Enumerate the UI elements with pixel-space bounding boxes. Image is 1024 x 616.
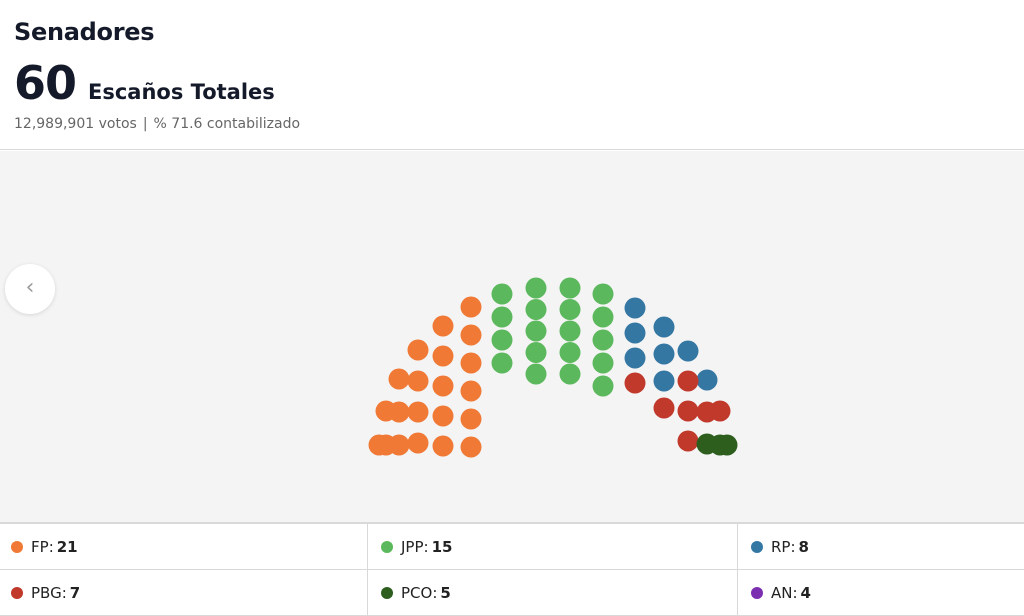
seat-pbg — [677, 430, 699, 452]
seat-jpp — [592, 375, 614, 397]
party-color-dot — [751, 586, 763, 599]
party-color-dot — [11, 540, 23, 553]
party-color-dot — [381, 586, 393, 599]
hemicycle-panel: ‹ — [0, 151, 1024, 522]
seat-jpp — [525, 277, 547, 299]
seat-fp — [432, 405, 454, 427]
seat-pbg — [677, 370, 699, 392]
seat-fp — [460, 380, 482, 402]
hemicycle-chart — [368, 277, 738, 458]
chamber-title: Senadores — [14, 18, 155, 46]
seat-rp — [653, 343, 675, 365]
seat-jpp — [525, 363, 547, 385]
seat-fp — [460, 324, 482, 346]
counted-percent: % 71.6 contabilizado — [153, 116, 301, 132]
total-seats-number: 60 — [14, 56, 77, 110]
party-name: RP — [771, 537, 791, 556]
seat-rp — [653, 316, 675, 338]
party-color-dot — [751, 540, 763, 553]
seat-rp — [624, 347, 646, 369]
summary-separator: | — [142, 116, 148, 132]
seat-rp — [624, 297, 646, 319]
legend-item-fp: FP: 21 — [0, 524, 368, 570]
legend-item-an: AN: 4 — [738, 570, 1024, 616]
seat-jpp — [559, 363, 581, 385]
party-name: JPP — [401, 537, 424, 556]
seat-jpp — [592, 306, 614, 328]
seat-rp — [624, 322, 646, 344]
seat-fp — [460, 436, 482, 458]
legend-item-jpp: JPP: 15 — [368, 524, 738, 570]
seat-fp — [407, 339, 429, 361]
votes-count: 12,989,901 votos — [14, 116, 137, 132]
seat-jpp — [592, 329, 614, 351]
seat-fp — [460, 408, 482, 430]
seat-jpp — [559, 299, 581, 320]
seat-jpp — [525, 320, 547, 342]
seat-jpp — [491, 306, 513, 328]
chevron-left-icon: ‹ — [25, 275, 35, 300]
seat-fp — [388, 401, 410, 423]
seat-fp — [460, 352, 482, 374]
party-name: PCO — [401, 583, 433, 602]
vote-summary: 12,989,901 votos | % 71.6 contabilizado — [14, 116, 300, 132]
party-color-dot — [11, 586, 23, 599]
party-legend: FP: 21 JPP: 15 RP: 8 PBG: 7 PCO: 5 AN: 4 — [0, 522, 1024, 616]
seat-pbg — [696, 401, 718, 423]
party-name: AN — [771, 583, 793, 602]
seat-pbg — [624, 372, 646, 394]
seat-pbg — [677, 400, 699, 422]
party-seats: 15 — [431, 537, 453, 556]
party-name: PBG — [31, 583, 62, 602]
seat-fp — [432, 375, 454, 397]
seat-fp — [407, 432, 429, 454]
party-seats: 7 — [69, 583, 81, 602]
legend-item-rp: RP: 8 — [738, 524, 1024, 570]
seat-fp — [388, 368, 410, 390]
seat-fp — [407, 401, 429, 423]
total-seats-row: 60 Escaños Totales — [14, 56, 275, 110]
seat-rp — [677, 340, 699, 362]
results-header: Senadores 60 Escaños Totales 12,989,901 … — [0, 0, 1024, 150]
seat-jpp — [491, 283, 513, 305]
legend-item-pbg: PBG: 7 — [0, 570, 368, 616]
seat-pco — [716, 434, 738, 456]
seat-jpp — [592, 283, 614, 305]
seat-fp — [432, 435, 454, 457]
seat-jpp — [491, 329, 513, 351]
seat-fp — [432, 345, 454, 367]
seat-rp — [653, 370, 675, 392]
seat-rp — [696, 369, 718, 391]
seat-jpp — [559, 277, 581, 299]
seat-pbg — [653, 397, 675, 419]
party-seats: 21 — [56, 537, 78, 556]
seat-jpp — [525, 299, 547, 320]
seat-jpp — [592, 352, 614, 374]
seat-fp — [460, 296, 482, 318]
seat-jpp — [525, 342, 547, 363]
seat-jpp — [559, 320, 581, 342]
seat-jpp — [491, 352, 513, 374]
prev-button[interactable]: ‹ — [5, 264, 55, 314]
seat-fp — [432, 315, 454, 337]
party-seats: 4 — [800, 583, 811, 602]
party-seats: 5 — [440, 583, 451, 602]
legend-item-pco: PCO: 5 — [368, 570, 738, 616]
seat-fp — [407, 370, 429, 392]
party-seats: 8 — [798, 537, 809, 556]
total-seats-label: Escaños Totales — [88, 80, 275, 104]
seat-jpp — [559, 342, 581, 363]
seat-fp — [388, 434, 410, 456]
party-name: FP — [31, 537, 49, 556]
party-color-dot — [381, 540, 393, 553]
